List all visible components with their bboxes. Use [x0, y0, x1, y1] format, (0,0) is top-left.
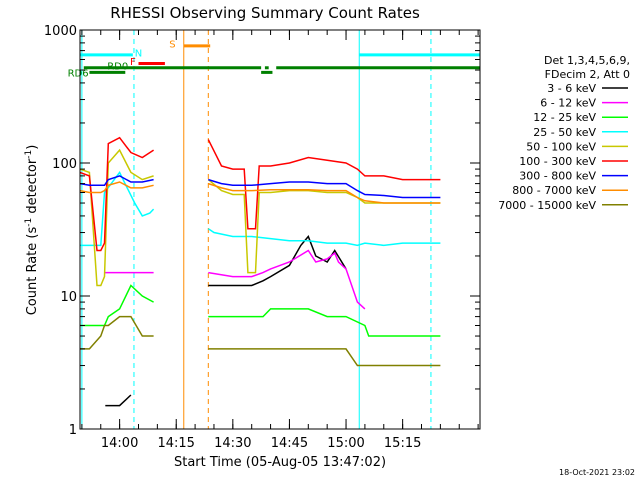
series-line-0 [105, 235, 347, 407]
y-tick-label: 10 [60, 290, 77, 305]
legend-label: 3 - 6 keV [547, 82, 596, 95]
y-axis-ticks: 1 10 100 1000 [44, 24, 480, 438]
chart-title: RHESSI Observing Summary Count Rates [110, 4, 420, 22]
observation-markers [81, 30, 432, 429]
flag-label-f: F [130, 57, 136, 68]
flag-bars [80, 44, 480, 74]
legend-header-2: FDecim 2, Att 0 [545, 68, 630, 81]
ylabel-main: Count Rate (s [25, 227, 40, 316]
y-tick-label: 100 [52, 157, 77, 172]
flag-labels: NF S RD0 RD6 [68, 40, 176, 80]
legend-label: 50 - 100 keV [526, 140, 596, 153]
plot-frame [79, 29, 481, 430]
series-line-1 [104, 249, 366, 310]
series-line-7 [80, 181, 441, 204]
ylabel-sup: -1 [24, 218, 34, 227]
ylabel-end: ) [25, 145, 40, 150]
plot-area: NF S RD0 RD6 [68, 30, 480, 429]
flag-label-n: N [135, 48, 142, 59]
x-tick-label: 15:00 [327, 436, 364, 451]
legend-label: 800 - 7000 keV [512, 184, 596, 197]
legend-label: 7000 - 15000 keV [498, 199, 596, 212]
generation-timestamp: 18-Oct-2021 23:02 [559, 468, 635, 477]
x-tick-label: 15:15 [384, 436, 421, 451]
flag-label-s: S [169, 40, 175, 51]
legend: Det 1,3,4,5,6,9, FDecim 2, Att 0 3 - 6 k… [498, 54, 630, 212]
series-line-3 [80, 170, 441, 247]
series-line-5 [80, 136, 441, 252]
x-axis-label: Start Time (05-Aug-05 13:47:02) [174, 455, 386, 470]
legend-label: 12 - 25 keV [533, 111, 596, 124]
x-tick-label: 14:15 [157, 436, 194, 451]
y-tick-label: 1000 [44, 24, 77, 39]
y-axis-label: Count Rate (s-1 detector-1) [24, 145, 40, 316]
flag-label-rd0: RD0 [107, 62, 128, 73]
ylabel-sup2: -1 [24, 150, 34, 159]
x-tick-label: 14:00 [101, 436, 138, 451]
legend-label: 25 - 50 keV [533, 126, 596, 139]
ylabel-rest: detector [25, 158, 40, 218]
series-line-8 [80, 315, 441, 367]
legend-label: 300 - 800 keV [519, 170, 596, 183]
series-lines [80, 136, 441, 407]
x-axis-ticks: 14:00 14:15 14:30 14:45 15:00 15:15 [81, 30, 479, 451]
x-tick-label: 14:45 [271, 436, 308, 451]
legend-label: 6 - 12 keV [540, 97, 596, 110]
x-tick-label: 14:30 [214, 436, 251, 451]
y-tick-label: 1 [69, 423, 77, 438]
legend-label: 100 - 300 keV [519, 155, 596, 168]
legend-header-1: Det 1,3,4,5,6,9, [544, 54, 630, 67]
flag-label-rd6: RD6 [68, 68, 89, 79]
series-line-6 [80, 175, 441, 199]
